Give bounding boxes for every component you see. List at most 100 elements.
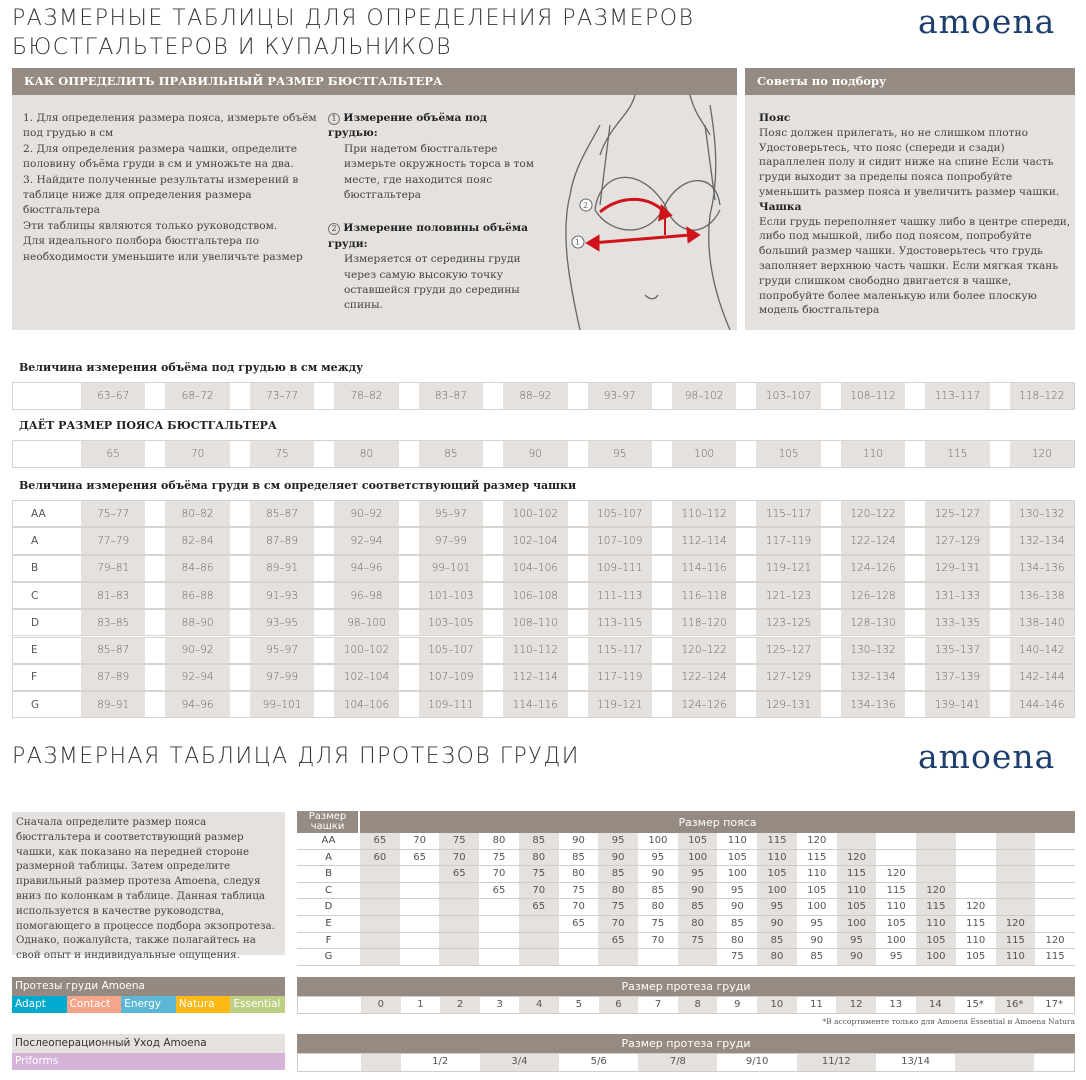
underbust-label: Величина измерения объёма под грудью в с…	[19, 361, 364, 374]
table-cell	[400, 866, 440, 882]
table-cell	[400, 933, 440, 949]
table-cell: 118–122	[1009, 383, 1075, 409]
table-cell: 90	[651, 868, 665, 880]
table-cell: 120	[836, 849, 877, 866]
amoena-logo: amoena	[918, 2, 1056, 41]
number-1-icon: 1	[328, 113, 340, 125]
row-label: AA	[31, 507, 46, 520]
table-cell: 119–121	[587, 692, 652, 718]
table-cell	[1035, 850, 1075, 866]
cup-row: B 79–81 84–86 89–91 94–96 99–101 104–106 109–11…	[12, 554, 1075, 582]
table-cell: 105	[807, 884, 827, 896]
table-cell: 105	[916, 932, 956, 949]
table-cell: 110	[916, 915, 956, 932]
cup-label: F	[325, 934, 332, 946]
page-title: Размерные таблицы для определения размер…	[12, 6, 695, 60]
table-cell: 108–110	[503, 610, 568, 636]
table-cell: 90	[503, 441, 568, 467]
table-cell: 100	[727, 868, 747, 880]
table-cell: 117–119	[587, 664, 652, 691]
table-cell	[360, 899, 400, 915]
table-cell: 70	[651, 934, 665, 946]
size-cell: 17*	[1045, 999, 1064, 1010]
table-cell: 115	[886, 884, 906, 896]
table-cell	[916, 849, 956, 866]
postop-size-row: Размер протеза груди 1/2 3/4 5/6 7/8 9/10 11/…	[297, 1034, 1075, 1072]
table-cell: 89–91	[81, 692, 146, 718]
table-cell: 106–108	[503, 582, 568, 609]
table-cell: 85	[810, 951, 824, 963]
table-cell: 125–127	[756, 637, 821, 663]
row-label: E	[31, 644, 38, 657]
table-cell: 90	[572, 835, 585, 846]
table-cell: 75	[677, 932, 718, 949]
table-cell: 63–67	[81, 383, 146, 409]
table-cell	[995, 899, 1036, 915]
table-cell: 70	[413, 835, 426, 846]
table-cell: 100	[807, 901, 827, 913]
table-cell: 131–133	[925, 582, 990, 609]
how-to-panel: КАК ОПРЕДЕЛИТЬ ПРАВИЛЬНЫЙ РАЗМЕР БЮСТГАЛ…	[12, 68, 737, 330]
table-cell: 105	[966, 951, 986, 963]
row-label: A	[31, 534, 39, 547]
table-cell: 115	[807, 851, 827, 863]
size-cell: 7	[654, 999, 662, 1010]
prosthesis-row: E 65 70 75 80 85 90 95 100 105 110 115 120	[297, 915, 1075, 933]
table-cell: 110	[995, 949, 1036, 965]
table-cell: 80	[677, 915, 718, 932]
prosthesis-size-table: Размер чашки Размер пояса AA 65 70 75 80 85 90…	[297, 811, 1075, 966]
table-cell: 126–128	[840, 582, 906, 609]
size-cell: 10	[757, 997, 797, 1013]
table-cell: 80	[757, 949, 797, 965]
blank-cell	[298, 1054, 361, 1071]
table-cell	[518, 915, 559, 932]
table-cell: 137–139	[925, 664, 990, 691]
blank-cell	[955, 1054, 1035, 1071]
table-cell: 120	[1045, 934, 1065, 946]
table-cell: 115–117	[756, 501, 821, 527]
table-cell: 120	[966, 901, 986, 913]
table-cell: 82–84	[165, 528, 230, 554]
table-cell: 102–104	[503, 528, 568, 554]
band-size-row: 65 70 75 80 85 90 95 100 105 110 115 120	[12, 440, 1075, 468]
blank-cell	[1034, 1054, 1074, 1071]
table-cell: 129–131	[925, 555, 990, 581]
table-cell: 77–79	[81, 528, 146, 554]
product-contact: Contact	[66, 996, 122, 1013]
table-cell: 108–112	[840, 383, 906, 409]
table-cell: 114–116	[671, 555, 737, 581]
table-cell: 122–124	[840, 528, 906, 554]
table-cell: 70	[439, 849, 480, 866]
table-cell: 116–118	[671, 582, 737, 609]
table-cell: 115	[836, 866, 877, 882]
table-cell: 110–112	[503, 637, 568, 663]
table-cell: 95	[836, 932, 877, 949]
table-cell	[1035, 883, 1075, 899]
table-cell	[518, 949, 559, 965]
table-cell	[598, 949, 639, 965]
table-cell: 98–100	[334, 610, 399, 636]
cup-label: E	[325, 917, 332, 929]
table-cell: 115	[995, 932, 1036, 949]
table-cell	[479, 916, 519, 932]
table-cell: 121–123	[756, 582, 821, 609]
table-cell: 115	[916, 899, 956, 915]
belt-tip-title: Пояс	[759, 112, 791, 124]
table-cell: 90	[677, 882, 718, 899]
table-cell: 104–106	[503, 555, 568, 581]
table-cell: 103–107	[756, 383, 821, 409]
table-cell: 99–101	[418, 555, 484, 581]
table-cell	[916, 833, 956, 849]
footnote: *В ассортименте только для Amoena Essent…	[822, 1017, 1075, 1026]
row-label	[13, 441, 81, 467]
table-cell: 90	[730, 901, 744, 913]
how-to-heading: КАК ОПРЕДЕЛИТЬ ПРАВИЛЬНЫЙ РАЗМЕР БЮСТГАЛ…	[12, 68, 737, 95]
prosthesis-row: A 60 65 70 75 80 85 90 95 100 105 110 115 120	[297, 849, 1075, 867]
row-label: F	[31, 671, 38, 684]
table-cell: 111–113	[587, 582, 652, 609]
table-cell: 75	[492, 851, 506, 863]
table-cell: 75	[598, 899, 639, 915]
table-cell: 136–138	[1009, 582, 1075, 609]
table-cell: 112–114	[503, 664, 568, 691]
table-cell	[916, 866, 956, 882]
